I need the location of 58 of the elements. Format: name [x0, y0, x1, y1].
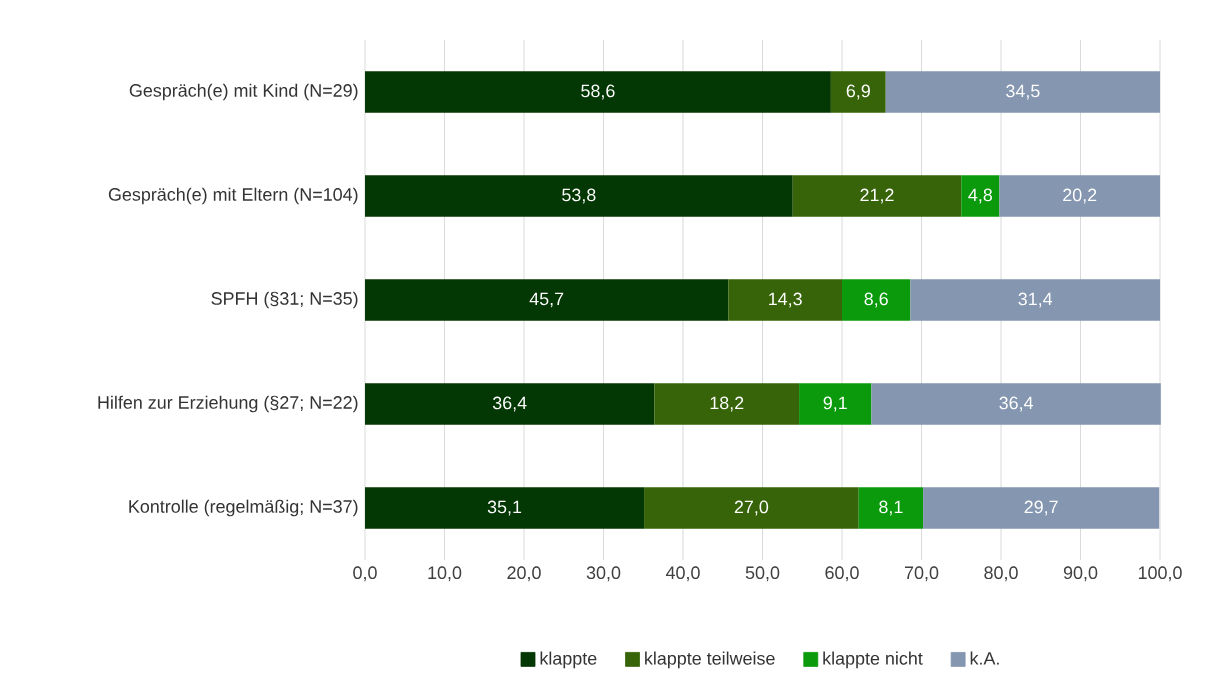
bar [923, 487, 1160, 529]
bar [365, 279, 729, 321]
x-tick-label: 40,0 [665, 566, 700, 582]
x-tick-label: 50,0 [745, 566, 780, 582]
bar [365, 487, 645, 529]
x-tick-label: 30,0 [586, 566, 621, 582]
x-tick-label: 0,0 [353, 566, 377, 582]
data-label: 21,2 [860, 188, 894, 204]
data-label: 58,6 [581, 84, 615, 100]
data-label: 27,0 [734, 500, 769, 516]
data-label: 9,1 [823, 396, 847, 412]
legend-label: k.A. [970, 651, 999, 665]
bar [858, 487, 924, 529]
y-tick-label: Hilfen zur Erziehung (§27; N=22) [98, 395, 358, 413]
x-tick-label: 60,0 [825, 566, 859, 582]
x-tick-label: 100,0 [1138, 566, 1182, 582]
data-label: 14,3 [769, 292, 802, 308]
x-tick-label: 80,0 [984, 566, 1018, 582]
data-label: 6,9 [846, 84, 870, 100]
bar [365, 383, 655, 425]
data-label: 35,1 [487, 500, 522, 516]
data-label: 53,8 [562, 188, 596, 204]
bar [910, 279, 1161, 321]
bar [365, 175, 793, 217]
data-label: 29,7 [1024, 500, 1058, 516]
data-label: 8,1 [879, 500, 903, 516]
bar [830, 71, 886, 113]
data-label: 4,8 [968, 188, 993, 204]
data-label: 8,6 [864, 292, 888, 308]
bar [885, 71, 1161, 113]
x-tick-label: 10,0 [428, 566, 462, 582]
data-label: 20,2 [1063, 188, 1097, 204]
legend-label: klappte teilweise [645, 651, 775, 669]
data-label: 34,5 [1006, 84, 1040, 100]
y-tick-label: SPFH (§31; N=35) [211, 291, 358, 309]
bar [871, 383, 1161, 425]
bar [365, 71, 831, 113]
bar [799, 383, 872, 425]
bar [792, 175, 962, 217]
bar [999, 175, 1161, 217]
y-tick-label: Gespräch(e) mit Kind (N=29) [129, 83, 358, 101]
bar [654, 383, 800, 425]
bar [644, 487, 859, 529]
data-label: 36,4 [492, 396, 527, 412]
x-tick-label: 90,0 [1063, 566, 1098, 582]
x-tick-label: 70,0 [904, 566, 939, 582]
data-label: 45,7 [529, 292, 564, 308]
data-label: 36,4 [999, 396, 1034, 412]
legend-label: klappte nicht [823, 651, 923, 669]
y-tick-label: Kontrolle (regelmäßig; N=37) [129, 499, 358, 517]
data-label: 31,4 [1018, 292, 1053, 308]
bar [728, 279, 843, 321]
data-label: 18,2 [710, 396, 744, 412]
bar [842, 279, 911, 321]
bar [961, 175, 1000, 217]
y-tick-label: Gespräch(e) mit Eltern (N=104) [108, 187, 358, 205]
x-tick-label: 20,0 [507, 566, 541, 582]
legend-label: klappte [540, 651, 597, 669]
